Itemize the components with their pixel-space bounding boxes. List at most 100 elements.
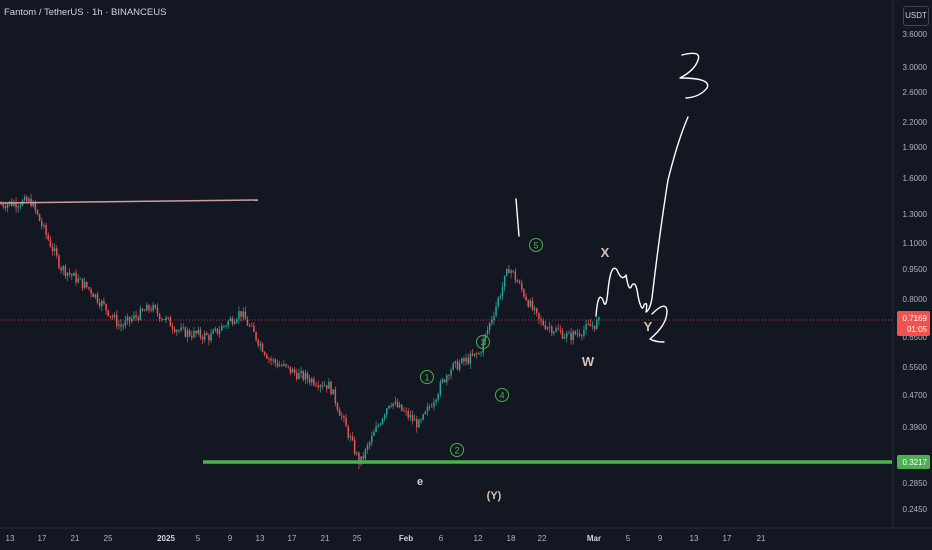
candle-body <box>165 317 167 320</box>
candle-body <box>521 283 523 290</box>
label-e[interactable]: e <box>417 476 423 488</box>
candle-body <box>458 362 461 370</box>
candle-body <box>593 325 596 329</box>
candle-body <box>510 270 512 274</box>
wave-label-5[interactable]: 5 <box>529 238 543 252</box>
candle-body <box>454 361 457 364</box>
time-tick: 5 <box>196 534 201 543</box>
handwritten-two[interactable] <box>649 305 668 343</box>
current-price-value: 0.7169 <box>903 314 928 323</box>
candle-body <box>308 379 311 383</box>
candle-body <box>96 294 99 303</box>
price-axis[interactable]: 3.6000 3.0000 2.6000 2.2000 1.9000 1.600… <box>903 30 928 514</box>
candle-body <box>390 405 392 407</box>
label-x[interactable]: X <box>601 245 610 260</box>
candle-body <box>452 363 454 370</box>
candle-body <box>581 335 583 337</box>
elliott-wave-labels[interactable]: 1 2 3 4 5 <box>420 238 543 457</box>
candle-body <box>289 366 292 373</box>
candle-body <box>163 319 165 320</box>
candle-body <box>587 323 589 325</box>
pattern-letters[interactable]: e (Y) W X Y <box>417 245 653 502</box>
candle-body <box>23 196 26 201</box>
wave-label-4[interactable]: 4 <box>495 388 509 402</box>
candle-body <box>418 419 420 428</box>
time-axis[interactable]: 13 17 21 25 2025 5 9 13 17 21 25 Feb 6 1… <box>6 534 766 543</box>
time-tick: 12 <box>474 534 483 543</box>
candle-body <box>431 406 433 408</box>
freehand-drawings[interactable] <box>515 52 709 343</box>
time-tick: 5 <box>626 534 631 543</box>
candle-body <box>233 321 236 324</box>
candle-body <box>43 225 45 227</box>
candle-body <box>0 203 2 205</box>
candle-body <box>469 353 472 364</box>
candle-body <box>221 326 223 331</box>
candle-body <box>499 296 502 298</box>
projected-wave-path[interactable] <box>595 116 689 317</box>
time-tick: 13 <box>256 534 265 543</box>
candle-body <box>328 381 330 389</box>
candle-body <box>392 403 394 407</box>
candle-body <box>306 373 309 380</box>
wave-label-1[interactable]: 1 <box>420 370 434 384</box>
price-tick: 3.0000 <box>903 63 928 72</box>
price-tick: 0.9500 <box>903 265 928 274</box>
time-tick: 25 <box>353 534 362 543</box>
candle-body <box>443 379 446 383</box>
handwritten-one[interactable] <box>515 198 520 237</box>
wave-label-2[interactable]: 2 <box>450 443 464 457</box>
candle-body <box>231 318 234 324</box>
label-y[interactable]: Y <box>644 319 653 334</box>
price-tick: 1.9000 <box>903 143 928 152</box>
candle-body <box>79 278 82 280</box>
candle-body <box>298 372 300 380</box>
time-tick: 18 <box>507 534 516 543</box>
chart-title: Fantom / TetherUS · 1h · BINANCEUS <box>4 7 166 18</box>
candle-body <box>319 385 322 388</box>
time-tick: 17 <box>288 534 297 543</box>
candle-body <box>229 318 232 322</box>
candle-body <box>435 399 437 403</box>
candle-body <box>240 311 242 317</box>
candle-body <box>225 325 227 327</box>
price-tick: 0.2850 <box>903 479 928 488</box>
price-tick: 0.4700 <box>903 391 928 400</box>
label-y-paren[interactable]: (Y) <box>487 490 502 502</box>
candle-body <box>409 415 412 418</box>
candle-body <box>176 330 178 332</box>
candle-body <box>450 369 452 376</box>
candle-body <box>334 389 337 404</box>
candle-body <box>135 315 137 318</box>
label-w[interactable]: W <box>582 354 595 369</box>
wave-label-3[interactable]: 3 <box>476 335 490 349</box>
candle-body <box>332 389 334 395</box>
candle-body <box>201 336 204 340</box>
candle-body <box>518 282 521 284</box>
candle-body <box>184 327 187 337</box>
candle-body <box>216 328 219 334</box>
candle-body <box>351 436 354 440</box>
candle-body <box>531 300 534 310</box>
candle-body <box>53 248 56 252</box>
candle-body <box>281 365 283 366</box>
candle-body <box>394 401 397 404</box>
time-tick: 6 <box>439 534 444 543</box>
candle-body <box>113 314 116 318</box>
currency-unit-button[interactable]: USDT <box>903 6 929 26</box>
candle-body <box>143 310 146 312</box>
handwritten-three[interactable] <box>679 52 709 99</box>
candle-body <box>486 330 489 335</box>
candle-body <box>180 327 182 331</box>
candle-body <box>386 408 388 415</box>
candle-body <box>101 300 103 307</box>
candle-body <box>133 315 135 319</box>
candle-body <box>253 325 255 332</box>
candle-body <box>257 339 259 346</box>
candle-body <box>321 385 324 387</box>
candle-body <box>478 353 480 355</box>
candle-body <box>533 308 536 310</box>
resistance-trendline[interactable] <box>0 199 259 204</box>
candle-body <box>416 419 418 428</box>
